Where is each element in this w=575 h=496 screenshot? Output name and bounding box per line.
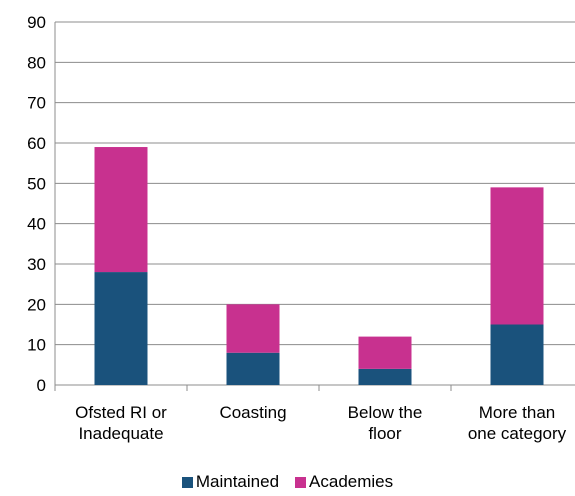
bar-maintained-2	[358, 368, 412, 385]
y-tick-label: 90	[27, 13, 46, 32]
legend-label-maintained: Maintained	[195, 472, 280, 491]
bar-maintained-3	[490, 324, 544, 385]
y-tick-label: 50	[27, 174, 46, 193]
x-tick-label: one category	[468, 424, 567, 443]
legend-item-maintained: Maintained	[181, 472, 280, 492]
legend-label-academies: Academies	[309, 472, 394, 491]
y-tick-label: 40	[27, 215, 46, 234]
y-tick-label: 80	[27, 53, 46, 72]
legend-item-academies: Academies	[295, 472, 393, 492]
x-tick-label: Inadequate	[78, 424, 163, 443]
legend-swatch-academies	[295, 476, 307, 488]
x-tick-label: floor	[368, 424, 401, 443]
bar-academies-1	[226, 304, 280, 353]
y-tick-label: 20	[27, 295, 46, 314]
legend-swatch-maintained	[181, 476, 193, 488]
y-tick-label: 0	[37, 376, 46, 395]
x-tick-label: Coasting	[219, 403, 286, 422]
bar-maintained-0	[94, 272, 148, 385]
legend: Maintained Academies	[0, 472, 575, 492]
bar-academies-2	[358, 336, 412, 369]
x-tick-label: Ofsted RI or	[75, 403, 167, 422]
y-tick-label: 10	[27, 336, 46, 355]
bar-maintained-1	[226, 352, 280, 385]
x-tick-label: More than	[479, 403, 556, 422]
y-tick-label: 30	[27, 255, 46, 274]
bar-academies-0	[94, 147, 148, 273]
x-tick-label: Below the	[348, 403, 423, 422]
y-tick-label: 70	[27, 94, 46, 113]
bar-academies-3	[490, 187, 544, 325]
y-tick-label: 60	[27, 134, 46, 153]
